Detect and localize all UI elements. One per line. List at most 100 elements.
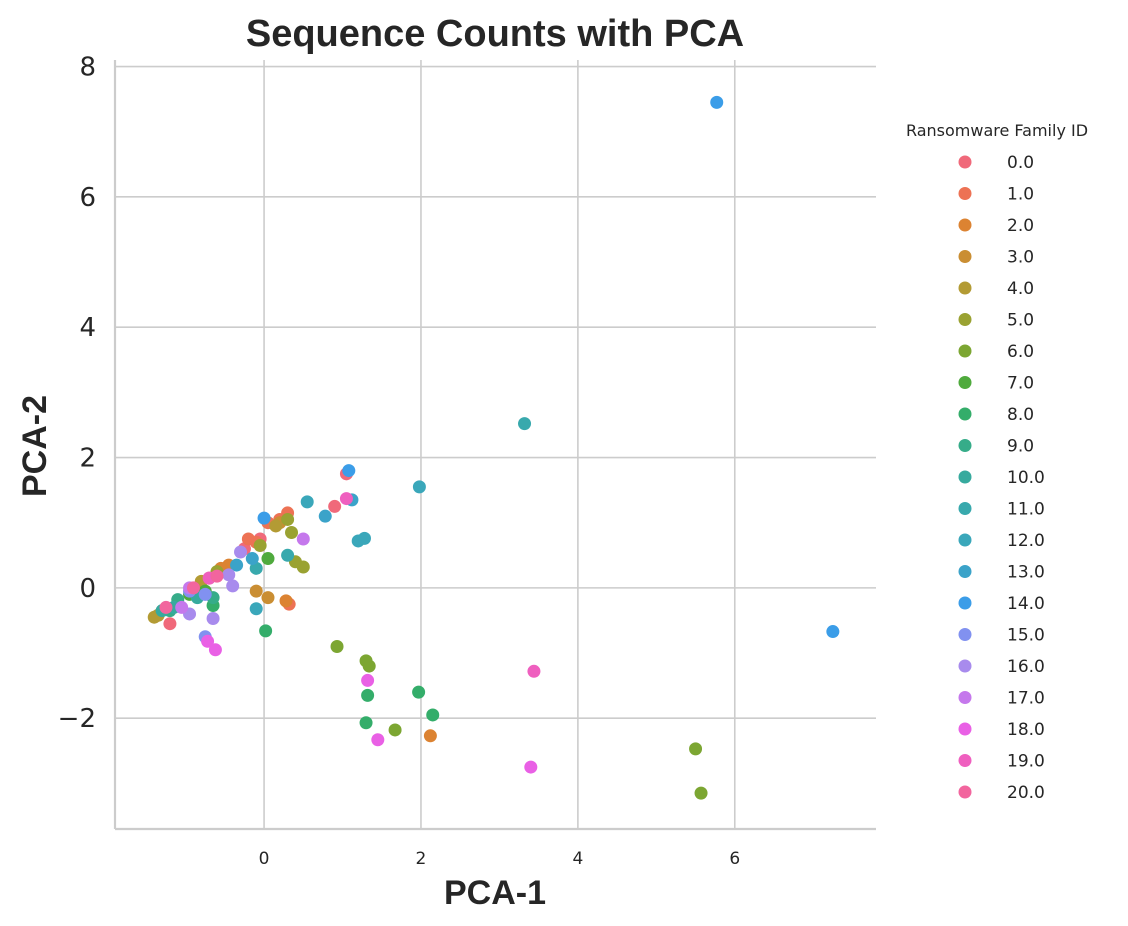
legend-marker	[958, 596, 972, 610]
chart-title: Sequence Counts with PCA	[246, 13, 744, 55]
legend-marker	[958, 470, 972, 484]
legend-marker	[958, 785, 972, 799]
x-tick-label: 0	[259, 849, 270, 869]
y-tick-labels: 8 6 4 2 0 −2	[58, 53, 96, 735]
legend-marker	[958, 250, 972, 263]
legend-label: 19.0	[1007, 752, 1045, 772]
data-point	[175, 600, 189, 614]
data-point	[388, 723, 402, 737]
x-tick-label: 4	[572, 849, 583, 869]
legend-label: 20.0	[1007, 783, 1045, 803]
data-point	[249, 584, 263, 598]
legend-label: 12.0	[1007, 531, 1045, 551]
data-point	[426, 708, 440, 722]
legend-marker	[958, 565, 972, 578]
data-point	[296, 532, 310, 546]
data-points	[147, 95, 840, 800]
y-tick-label: 6	[79, 183, 96, 213]
data-point	[296, 560, 310, 574]
data-point	[261, 591, 275, 605]
legend-marker	[958, 313, 972, 326]
legend-label: 6.0	[1007, 342, 1034, 362]
legend-label: 13.0	[1007, 563, 1045, 583]
legend-marker	[958, 439, 972, 452]
legend-label: 0.0	[1007, 153, 1034, 173]
x-tick-label: 6	[729, 849, 740, 869]
data-point	[163, 617, 177, 631]
y-tick-label: 8	[79, 53, 96, 83]
data-point	[339, 492, 353, 506]
data-point	[361, 688, 375, 702]
legend-label: 10.0	[1007, 468, 1045, 488]
legend-label: 9.0	[1007, 437, 1034, 457]
data-point	[357, 531, 371, 545]
legend-title: Ransomware Family ID	[906, 121, 1088, 140]
y-tick-label: 2	[79, 444, 96, 474]
data-point	[222, 568, 236, 582]
legend-items: 0.0 1.0 2.0 3.0 4.0 5.0 6.0 7.0 8.0 9.0 10.0 11.0 12…	[958, 153, 1045, 803]
y-tick-label: 0	[79, 574, 96, 604]
data-point	[412, 685, 426, 699]
legend-marker	[958, 155, 972, 169]
data-point	[361, 673, 375, 687]
legend-label: 2.0	[1007, 216, 1034, 236]
legend-marker	[958, 628, 972, 641]
data-point	[253, 539, 267, 553]
grid	[115, 60, 876, 829]
legend-marker	[958, 344, 972, 358]
y-tick-label: 4	[79, 313, 96, 343]
data-point	[330, 640, 344, 654]
data-point	[328, 499, 342, 513]
data-point	[318, 509, 332, 523]
data-point	[371, 733, 385, 747]
data-point	[285, 525, 299, 539]
data-point	[524, 760, 538, 774]
data-point	[423, 729, 437, 743]
legend-marker	[958, 502, 972, 515]
data-point	[279, 594, 293, 608]
legend-label: 3.0	[1007, 248, 1034, 268]
legend-marker	[958, 659, 972, 673]
x-tick-label: 2	[416, 849, 427, 869]
data-point	[241, 532, 255, 546]
data-point	[281, 512, 295, 526]
legend-label: 4.0	[1007, 279, 1034, 299]
legend-marker	[958, 376, 972, 389]
x-axis-label: PCA-1	[444, 874, 546, 912]
legend-marker	[958, 722, 972, 736]
data-point	[186, 581, 200, 595]
x-tick-labels: 0 2 4 6	[259, 849, 741, 869]
legend-label: 1.0	[1007, 185, 1034, 205]
y-tick-label: −2	[58, 704, 96, 734]
data-point	[226, 579, 240, 593]
legend-label: 11.0	[1007, 500, 1045, 520]
legend-marker	[958, 533, 972, 547]
data-point	[362, 659, 376, 673]
data-point	[710, 95, 724, 109]
data-point	[527, 664, 541, 678]
data-point	[234, 545, 248, 559]
data-point	[230, 558, 244, 572]
data-point	[198, 587, 212, 601]
legend-marker	[958, 218, 972, 232]
legend-label: 5.0	[1007, 311, 1034, 331]
data-point	[412, 480, 426, 494]
data-point	[261, 552, 275, 566]
legend-marker	[958, 691, 972, 704]
data-point	[281, 548, 295, 562]
data-point	[359, 716, 373, 730]
legend: Ransomware Family ID 0.0 1.0 2.0 3.0 4.0 5.0 6…	[906, 121, 1088, 803]
data-point	[249, 561, 263, 575]
data-point	[826, 625, 840, 639]
data-point	[208, 643, 222, 657]
data-point	[257, 511, 271, 525]
data-point	[694, 786, 708, 800]
legend-label: 18.0	[1007, 720, 1045, 740]
data-point	[206, 612, 220, 626]
legend-marker	[958, 187, 972, 200]
data-point	[300, 495, 314, 509]
legend-marker	[958, 407, 972, 421]
legend-label: 15.0	[1007, 626, 1045, 646]
legend-label: 7.0	[1007, 374, 1034, 394]
